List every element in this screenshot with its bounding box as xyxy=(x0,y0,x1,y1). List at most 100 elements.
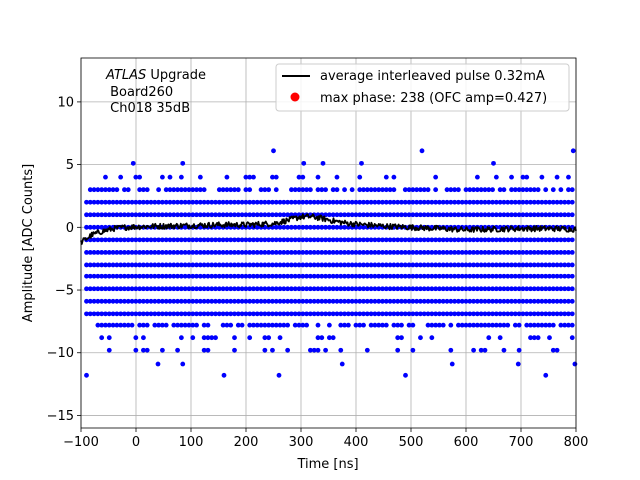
scatter-point xyxy=(163,311,169,317)
scatter-point xyxy=(482,262,488,268)
scatter-point xyxy=(395,286,401,292)
scatter-point xyxy=(520,174,526,180)
scatter-point xyxy=(444,250,450,255)
scatter-point xyxy=(270,174,275,180)
scatter-point xyxy=(144,273,150,279)
scatter-point xyxy=(437,311,442,317)
scatter-point xyxy=(550,298,556,304)
scatter-point xyxy=(520,273,526,279)
scatter-point xyxy=(209,199,215,205)
scatter-point xyxy=(160,250,165,255)
scatter-point xyxy=(186,311,192,317)
scatter-point xyxy=(531,335,537,341)
scatter-point xyxy=(152,212,158,218)
scatter-point xyxy=(380,322,385,328)
scatter-point xyxy=(359,160,364,166)
scatter-point xyxy=(437,298,442,304)
scatter-point xyxy=(497,335,503,341)
scatter-point xyxy=(456,273,461,279)
scatter-point xyxy=(569,237,575,243)
scatter-point xyxy=(535,212,541,218)
scatter-point xyxy=(418,199,423,205)
scatter-point xyxy=(129,311,135,317)
scatter-point xyxy=(110,311,116,317)
scatter-point xyxy=(262,273,268,279)
scatter-point xyxy=(414,273,420,279)
scatter-point xyxy=(186,199,192,205)
scatter-point xyxy=(448,311,454,317)
scatter-point xyxy=(281,224,287,230)
legend-label-max-phase: max phase: 238 (OFC amp=0.427) xyxy=(320,91,547,106)
scatter-point xyxy=(326,250,332,255)
scatter-point xyxy=(247,262,253,268)
scatter-point xyxy=(524,187,530,193)
scatter-point xyxy=(228,298,234,304)
scatter-point xyxy=(87,224,93,230)
scatter-point xyxy=(122,273,127,279)
scatter-point xyxy=(501,199,507,205)
scatter-point xyxy=(414,212,420,218)
scatter-point xyxy=(323,250,328,255)
scatter-point xyxy=(478,347,484,353)
scatter-point xyxy=(91,199,97,205)
scatter-point xyxy=(281,311,287,317)
scatter-point xyxy=(459,311,465,317)
scatter-point xyxy=(391,174,397,180)
scatter-point xyxy=(566,262,571,268)
scatter-point xyxy=(141,311,146,317)
scatter-point xyxy=(444,286,450,292)
scatter-point xyxy=(391,262,397,268)
scatter-point xyxy=(372,298,378,304)
scatter-point xyxy=(103,298,108,304)
scatter-point xyxy=(372,212,378,218)
scatter-point xyxy=(304,250,310,255)
scatter-point xyxy=(125,262,131,268)
scatter-point xyxy=(376,212,382,218)
scatter-point xyxy=(194,311,199,317)
scatter-point xyxy=(474,311,480,317)
scatter-point xyxy=(122,199,127,205)
scatter-point xyxy=(141,212,146,218)
scatter-point xyxy=(137,187,143,193)
scatter-point xyxy=(205,212,211,218)
x-tick-label: 700 xyxy=(509,435,534,450)
scatter-point xyxy=(437,262,442,268)
scatter-point xyxy=(91,187,97,193)
scatter-point xyxy=(99,212,105,218)
scatter-point xyxy=(247,250,253,255)
scatter-point xyxy=(463,187,469,193)
scatter-point xyxy=(258,199,264,205)
scatter-point xyxy=(118,311,124,317)
scatter-point xyxy=(224,174,230,180)
scatter-point xyxy=(213,212,218,218)
annotation-atlas: ATLAS xyxy=(105,68,146,83)
scatter-point xyxy=(482,311,488,317)
scatter-point xyxy=(334,298,340,304)
scatter-point xyxy=(289,237,294,243)
scatter-point xyxy=(501,262,507,268)
scatter-point xyxy=(562,212,568,218)
scatter-point xyxy=(254,262,260,268)
scatter-point xyxy=(251,174,256,180)
scatter-point xyxy=(471,262,476,268)
scatter-point xyxy=(137,212,143,218)
scatter-point xyxy=(315,174,321,180)
scatter-point xyxy=(380,237,385,243)
scatter-point xyxy=(133,174,139,180)
scatter-point xyxy=(281,212,287,218)
scatter-point xyxy=(490,250,495,255)
scatter-point xyxy=(490,298,495,304)
scatter-point xyxy=(175,250,180,255)
scatter-point xyxy=(429,250,435,255)
scatter-point xyxy=(209,311,215,317)
scatter-point xyxy=(254,311,260,317)
scatter-point xyxy=(449,361,455,367)
scatter-point xyxy=(383,250,389,255)
scatter-point xyxy=(133,298,139,304)
scatter-point xyxy=(395,322,401,328)
scatter-point xyxy=(440,250,446,255)
scatter-point xyxy=(448,273,454,279)
scatter-point xyxy=(144,237,150,243)
